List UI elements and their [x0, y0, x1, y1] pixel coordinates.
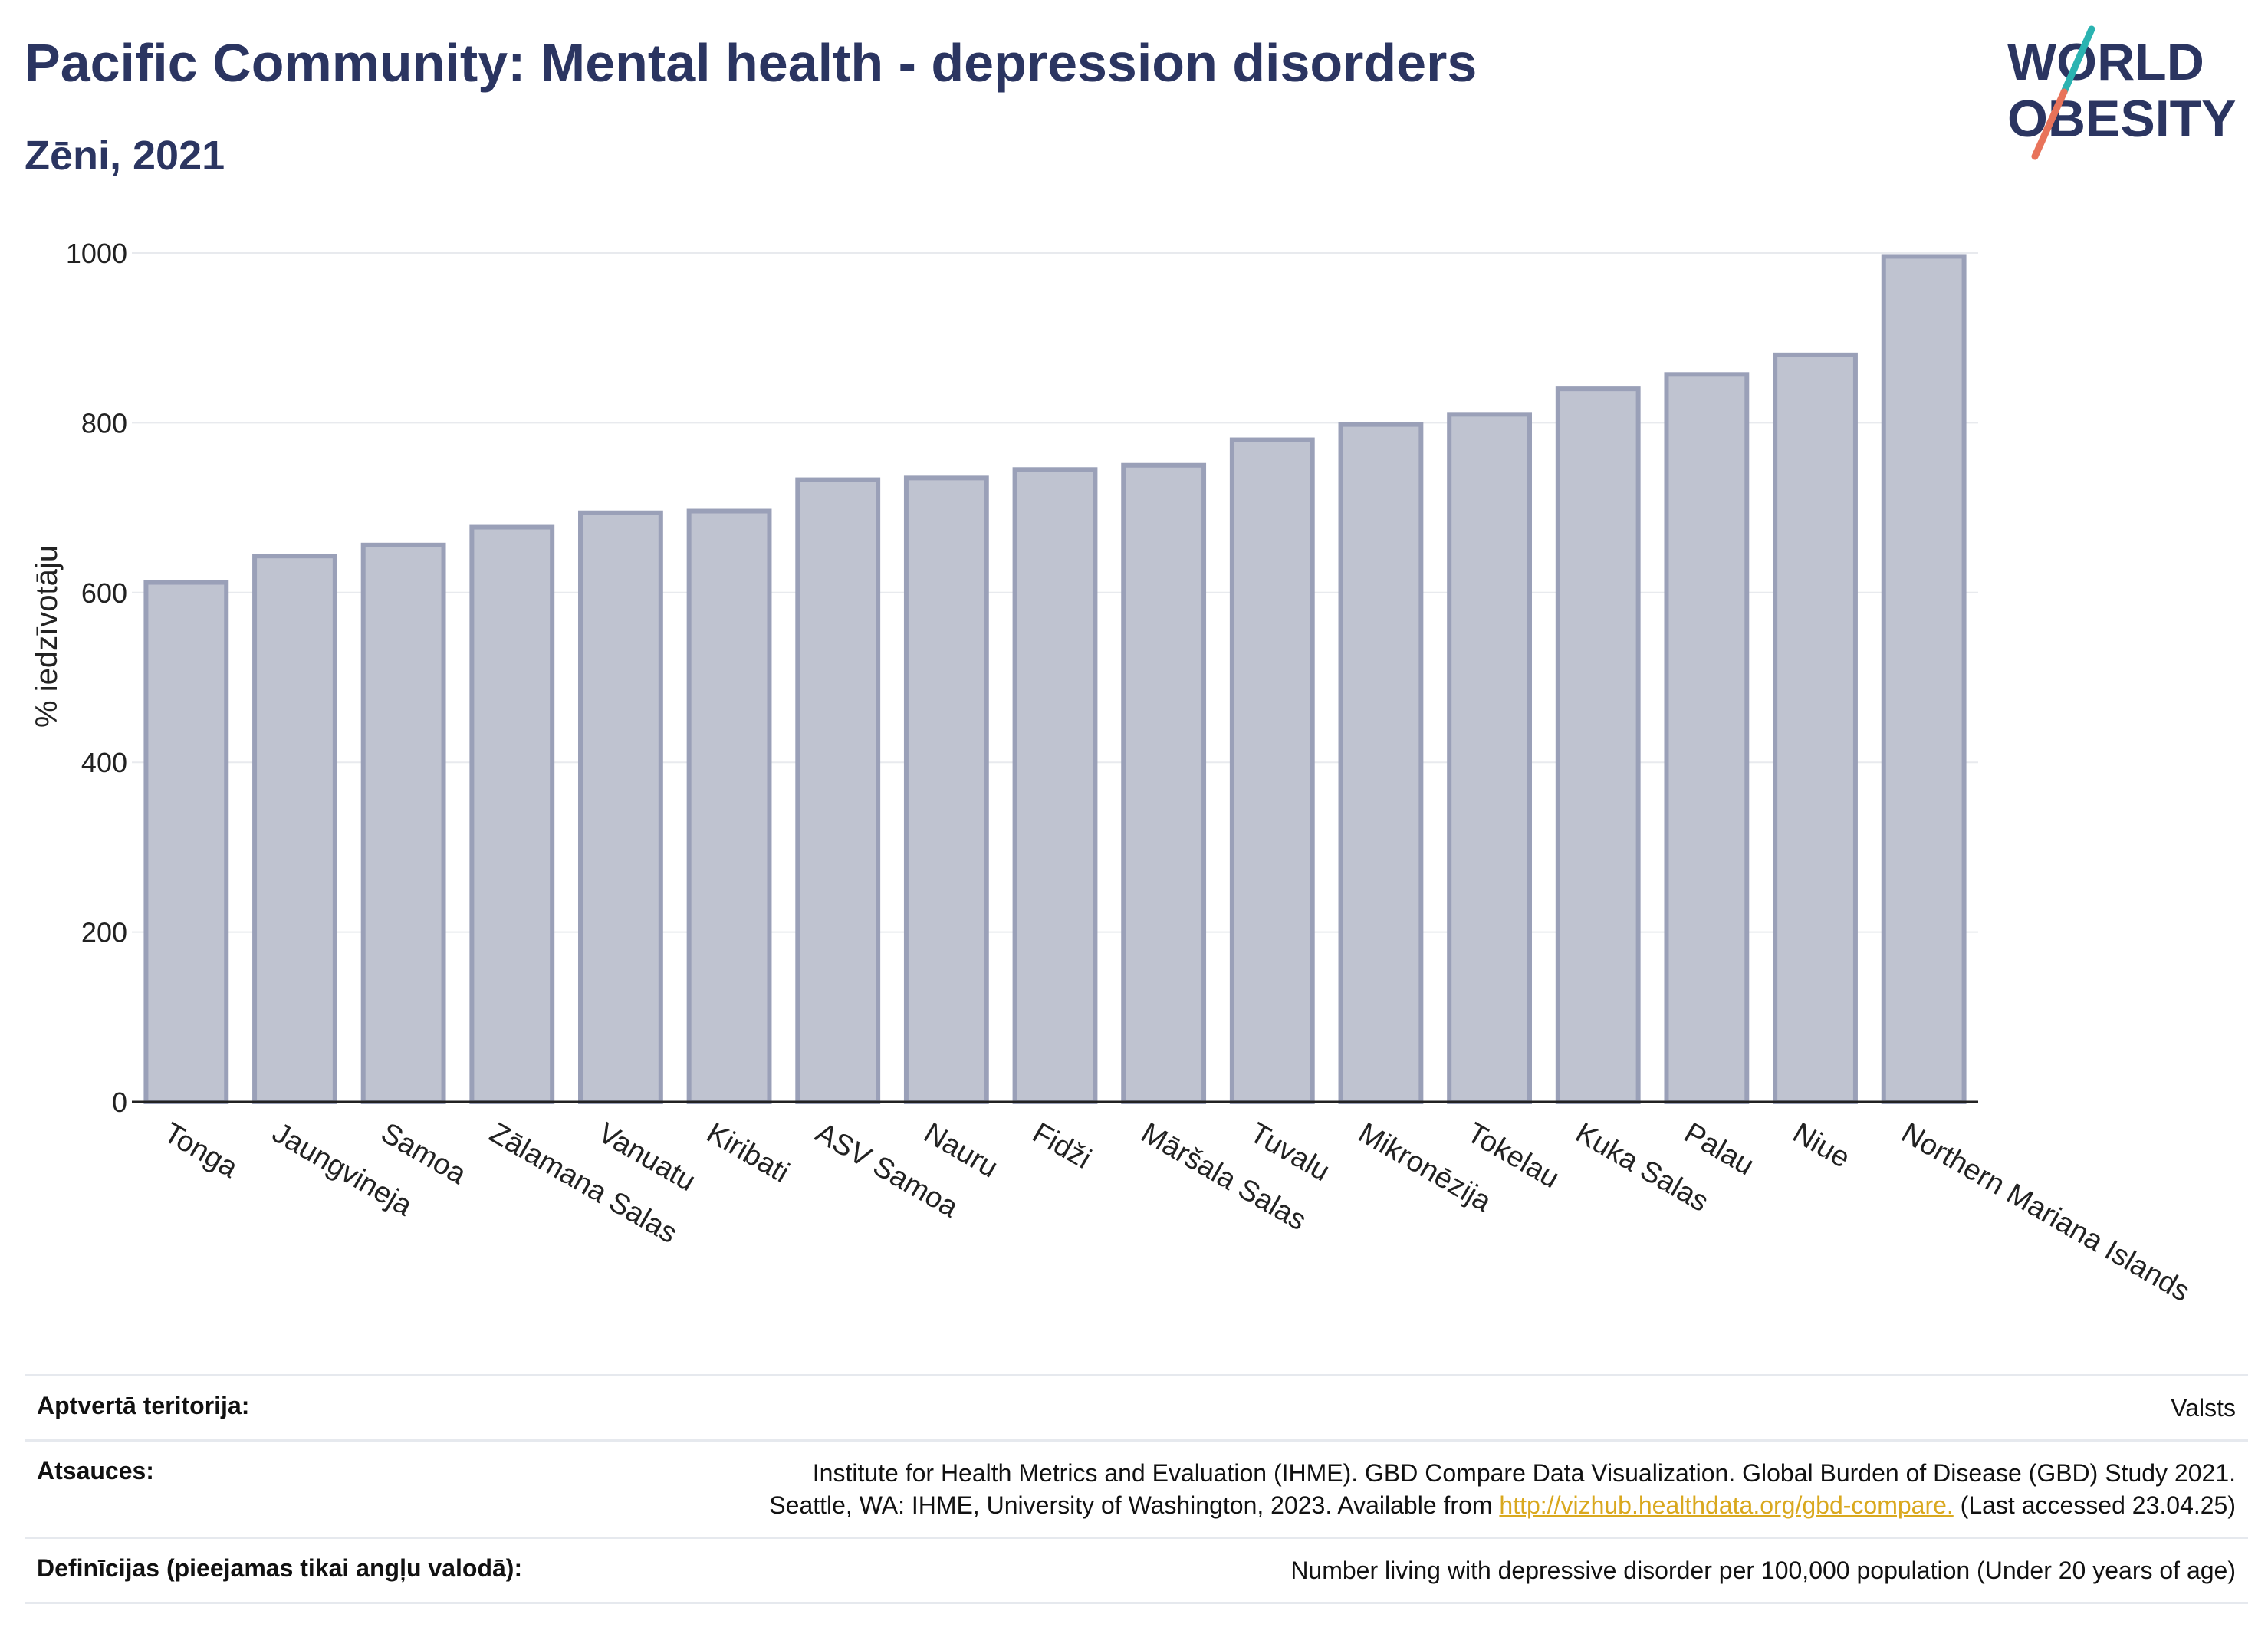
- bar: [1555, 386, 1641, 1104]
- bar: [1338, 422, 1424, 1104]
- y-tick-label: 1000: [66, 238, 127, 269]
- bar: [795, 477, 881, 1104]
- y-tick-label: 200: [81, 917, 127, 949]
- bar: [1121, 462, 1207, 1104]
- x-tick-label: Palau: [1678, 1116, 1759, 1182]
- sources-link[interactable]: http://vizhub.healthdata.org/gbd-compare…: [1499, 1491, 1954, 1519]
- chart-title: Pacific Community: Mental health - depre…: [25, 33, 1477, 93]
- bar: [1664, 372, 1750, 1104]
- bar: [578, 510, 663, 1104]
- definitions-value: Number living with depressive disorder p…: [1290, 1557, 2236, 1584]
- x-tick-label: Tonga: [158, 1116, 243, 1185]
- bar: [1447, 412, 1532, 1104]
- definitions-label: Definīcijas (pieejamas tikai angļu valod…: [37, 1554, 523, 1582]
- bar: [1881, 254, 1967, 1105]
- x-tick-label: Kiribati: [702, 1116, 795, 1189]
- bar: [903, 475, 989, 1104]
- info-table: Aptvertā teritorija: Valsts Atsauces: In…: [25, 1374, 2248, 1604]
- coverage-value: Valsts: [2171, 1394, 2236, 1422]
- chart-subtitle: Zēni, 2021: [25, 133, 225, 179]
- logo-text-world: WORLD: [2007, 33, 2204, 91]
- bar: [1229, 437, 1315, 1104]
- sources-line1: Institute for Health Metrics and Evaluat…: [812, 1459, 2236, 1487]
- bar: [252, 554, 337, 1104]
- y-tick-label: 0: [112, 1087, 127, 1118]
- info-row-sources: Atsauces: Institute for Health Metrics a…: [25, 1439, 2248, 1537]
- logo-slash-coral: [2031, 88, 2068, 160]
- logo-slash-teal: [2060, 25, 2095, 96]
- x-tick-label: Northern Mariana Islands: [1896, 1116, 2195, 1308]
- bar: [469, 524, 555, 1104]
- y-tick-label: 800: [81, 407, 127, 439]
- sources-line2-prefix: Seattle, WA: IHME, University of Washing…: [769, 1491, 1500, 1519]
- info-row-definitions: Definīcijas (pieejamas tikai angļu valod…: [25, 1537, 2248, 1604]
- coverage-label: Aptvertā teritorija:: [37, 1392, 250, 1419]
- x-tick-label: Zālamana Salas: [484, 1116, 682, 1250]
- bar: [360, 542, 446, 1104]
- x-tick-label: Nauru: [919, 1116, 1004, 1184]
- world-obesity-logo: WORLD OBESITY: [2007, 25, 2237, 160]
- y-axis-ticks: 0 200 400 600 800 1000: [66, 238, 127, 1118]
- sources-value: Institute for Health Metrics and Evaluat…: [769, 1457, 2236, 1521]
- bar: [686, 508, 772, 1104]
- bar: [1773, 352, 1858, 1104]
- y-tick-label: 400: [81, 747, 127, 778]
- bars: [143, 254, 1967, 1105]
- y-axis-label: % iedzīvotāju: [30, 545, 64, 728]
- x-tick-label: Niue: [1787, 1116, 1855, 1174]
- y-tick-label: 600: [81, 577, 127, 609]
- bar: [143, 580, 229, 1104]
- x-tick-label: Fidži: [1027, 1116, 1096, 1175]
- sources-label: Atsauces:: [37, 1457, 154, 1484]
- sources-line2-suffix: (Last accessed 23.04.25): [1953, 1491, 2236, 1519]
- bar: [1012, 467, 1098, 1104]
- info-row-coverage: Aptvertā teritorija: Valsts: [25, 1374, 2248, 1439]
